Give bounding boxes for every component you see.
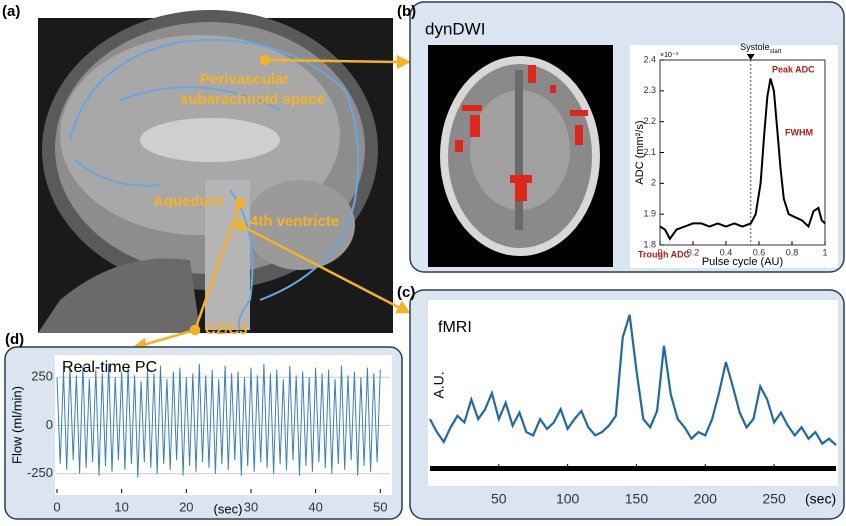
y-tick-label: 0 (46, 417, 53, 432)
x-tick-label: 30 (244, 499, 258, 514)
x-tick-label: 200 (694, 491, 718, 507)
y-axis-label: ADC (mm²/s) (634, 120, 646, 184)
x-tick-label: 0 (53, 499, 60, 514)
y-exponent: ×10⁻³ (660, 52, 679, 59)
x-unit: (sec) (805, 491, 836, 507)
y-axis-label: A.U. (431, 371, 447, 398)
panel-label: (a) (2, 3, 20, 20)
y-tick-label: -250 (27, 465, 53, 480)
mri-label: Aqueduct (153, 193, 222, 210)
panel-title: dynDWI (425, 19, 485, 38)
annotation: start (770, 49, 782, 55)
adc-plot-bg (630, 45, 838, 268)
mri-label: Perivascular (200, 71, 289, 88)
x-tick-label: 10 (114, 499, 128, 514)
y-tick-label: 2.4 (643, 54, 656, 64)
annotation: Trough ADC (638, 249, 691, 259)
annotation: Systole (740, 42, 770, 52)
dwi-axial (428, 45, 613, 267)
x-tick-label: 100 (556, 491, 580, 507)
fmri-plot-bg (428, 300, 838, 486)
mri-label: 4th ventricte (250, 213, 339, 230)
y-axis-label: Flow (ml/min) (9, 386, 24, 464)
x-unit: (sec) (214, 501, 243, 516)
y-tick-label: 2 (651, 178, 656, 188)
panel-label: (d) (5, 331, 24, 348)
x-tick-label: 50 (373, 499, 387, 514)
chart-title: Real-time PC (62, 359, 157, 376)
mri-sagittal (38, 10, 393, 333)
x-tick-label: 0.8 (786, 247, 799, 257)
x-tick-label: 150 (625, 491, 649, 507)
annotation: Peak ADC (772, 64, 815, 74)
x-tick-label: 20 (179, 499, 193, 514)
baseline-bar (430, 466, 836, 471)
y-tick-label: 250 (31, 369, 53, 384)
chart-title: fMRI (438, 319, 472, 336)
figure: Perivascular subarachnoid space Aqueduct… (0, 0, 846, 521)
mri-label: subarachnoid space (180, 91, 325, 108)
panel-label: (c) (397, 284, 415, 301)
x-tick-label: 40 (308, 499, 322, 514)
panel-label: (b) (397, 3, 416, 20)
mri-label: C2/C3 (205, 321, 248, 338)
annotation: FWHM (785, 127, 813, 137)
x-tick-label: 50 (491, 491, 507, 507)
y-tick-label: 2.3 (643, 85, 656, 95)
y-tick-label: 1.9 (643, 209, 656, 219)
x-tick-label: 250 (762, 491, 786, 507)
x-axis-label: Pulse cycle (AU) (702, 256, 783, 268)
y-tick-label: 1.8 (643, 239, 656, 249)
x-tick-label: 1 (822, 247, 827, 257)
